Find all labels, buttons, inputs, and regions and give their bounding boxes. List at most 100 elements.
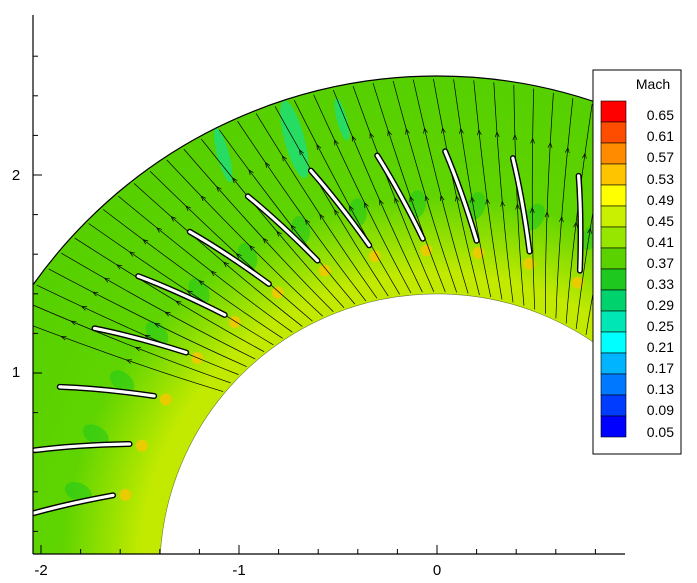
streamline — [118, 195, 293, 333]
colorbar-swatch — [600, 268, 627, 291]
colorbar-swatch — [600, 331, 627, 354]
blade — [375, 153, 425, 241]
streamline — [61, 252, 256, 360]
blade — [92, 326, 188, 355]
colorbar-label: 0.65 — [647, 107, 674, 123]
streamline — [149, 171, 313, 322]
streamline — [372, 83, 446, 293]
streamline-arrow — [693, 212, 697, 218]
streamline-arrow — [573, 222, 578, 228]
streamline-arrow — [470, 197, 475, 203]
streamline — [293, 100, 400, 295]
streamline-arrow — [198, 280, 205, 286]
colorbar-label: 0.53 — [647, 171, 674, 187]
colorbar-swatch — [600, 121, 627, 144]
high-mach-spot — [119, 488, 132, 501]
streamline — [352, 86, 435, 292]
x-tick-label: 0 — [433, 562, 441, 579]
streamline-arrow — [304, 219, 311, 225]
outer-boundary — [33, 75, 625, 287]
colorbar-swatch — [600, 415, 627, 438]
streamline-arrow — [494, 131, 500, 138]
wake-patch — [64, 482, 92, 502]
colorbar-swatch — [600, 247, 627, 270]
colorbar-swatch — [600, 373, 627, 396]
streamline — [473, 80, 503, 300]
streamline — [685, 279, 697, 443]
streamline-arrow — [379, 199, 384, 206]
wake-patch — [524, 203, 545, 231]
streamline — [48, 268, 247, 367]
blade — [309, 169, 371, 247]
streamline — [255, 113, 378, 299]
colorbar-swatch — [600, 142, 627, 165]
blade — [246, 194, 320, 263]
blade — [511, 156, 532, 254]
streamline-arrow — [223, 261, 229, 268]
streamline-arrow — [439, 195, 445, 202]
streamline-arrow — [185, 205, 192, 212]
streamline-arrow — [249, 245, 255, 251]
streamline-arrow — [547, 142, 553, 148]
streamline — [36, 284, 239, 375]
colorbar-swatch — [600, 394, 627, 417]
streamline-arrow — [515, 204, 520, 210]
colorbar-legend: Mach 0.65 0.61 0.57 0.53 0.49 0.45 0.41 … — [592, 69, 682, 455]
streamline — [133, 183, 303, 327]
streamline-arrow — [441, 127, 446, 134]
colorbar-swatch — [600, 205, 627, 228]
colorbar-label: 0.49 — [647, 192, 674, 208]
cyan-wake — [334, 98, 350, 141]
x-tick-label: -2 — [34, 562, 47, 579]
colorbar-swatch — [600, 100, 627, 123]
streamline-arrow — [156, 227, 163, 233]
inner-boundary — [160, 293, 625, 554]
streamline-arrow — [485, 198, 490, 205]
blade — [136, 274, 227, 317]
streamlines — [33, 78, 697, 454]
streamline — [412, 79, 469, 294]
streamline-arrow — [175, 300, 182, 306]
high-mach-spot — [159, 393, 172, 406]
blade — [58, 385, 156, 398]
streamline-arrow — [334, 209, 340, 216]
high-mach-spot — [420, 244, 433, 257]
streamline — [565, 104, 593, 324]
streamline-arrow — [409, 196, 415, 202]
streamline — [392, 80, 458, 293]
colorbar-label: 0.33 — [647, 276, 674, 292]
streamline-arrow — [70, 320, 77, 326]
streamline-arrow — [369, 132, 375, 139]
high-mach-spot — [368, 250, 381, 263]
colorbar-label: 0.09 — [647, 402, 674, 418]
streamline-arrow — [387, 130, 392, 137]
streamline-arrow — [319, 214, 325, 220]
streamline-arrow — [394, 197, 399, 204]
streamline-arrow — [116, 264, 123, 270]
streamline-arrow — [477, 129, 482, 136]
streamline-arrow — [129, 251, 135, 257]
colorbar-label: 0.45 — [647, 213, 674, 229]
cyan-wake — [213, 128, 233, 183]
streamline-arrow — [210, 270, 217, 277]
streamline-arrow — [512, 134, 518, 141]
streamline — [103, 209, 283, 339]
streamline-arrow — [170, 216, 177, 222]
colorbar-label: 0.29 — [647, 297, 674, 313]
high-mach-spot — [523, 257, 536, 270]
streamline-arrow — [187, 290, 193, 296]
streamline — [313, 94, 412, 294]
high-mach-spot — [318, 264, 331, 277]
streamline — [690, 296, 697, 454]
streamline — [33, 304, 231, 384]
streamline-arrow — [126, 359, 132, 364]
streamline — [237, 121, 367, 302]
streamline — [166, 159, 324, 317]
streamline-arrow — [459, 128, 464, 134]
streamline-arrow — [248, 169, 254, 176]
blade — [188, 230, 271, 286]
streamline-arrow — [582, 153, 587, 159]
streamline — [332, 89, 423, 293]
streamline-arrow — [282, 155, 287, 162]
